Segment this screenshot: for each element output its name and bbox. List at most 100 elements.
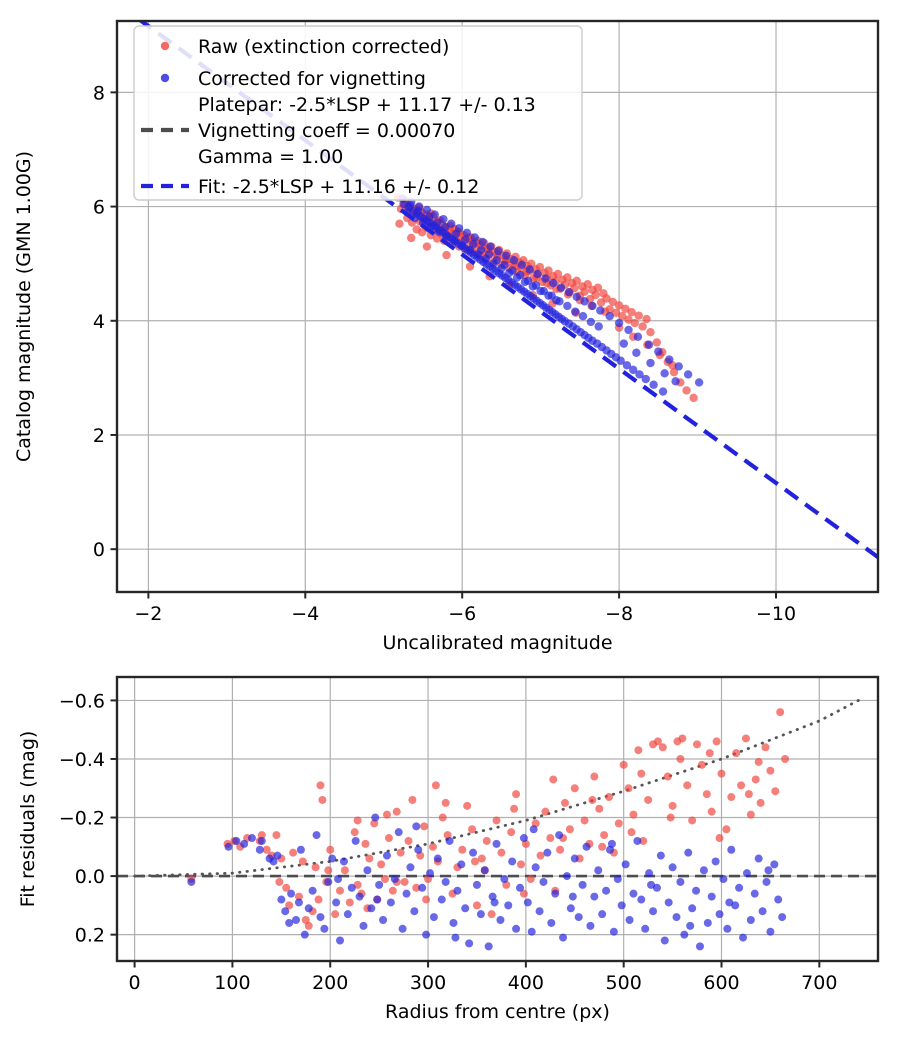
- data-point: [359, 921, 368, 930]
- data-point: [345, 898, 354, 907]
- data-point: [406, 863, 415, 872]
- data-point: [723, 924, 732, 933]
- data-point: [442, 250, 451, 260]
- data-point: [431, 781, 440, 790]
- data-point: [353, 816, 362, 825]
- data-point: [607, 839, 616, 848]
- axes-fit-residuals: 0 100 200 300 400 500 600 700 0.2 0.0 −0.2 −0.4 −0.6…: [17, 675, 880, 1023]
- data-point: [350, 828, 359, 837]
- data-point: [412, 883, 421, 892]
- data-point: [449, 918, 458, 927]
- data-point: [658, 743, 667, 752]
- data-point: [562, 872, 571, 881]
- data-point: [461, 904, 470, 913]
- data-point: [543, 848, 552, 857]
- data-point: [247, 834, 256, 843]
- data-point: [512, 790, 521, 799]
- data-point: [285, 901, 294, 910]
- data-point: [382, 810, 391, 819]
- data-point: [637, 895, 646, 904]
- data-point: [285, 918, 294, 927]
- data-point: [407, 233, 416, 243]
- data-point: [482, 836, 491, 845]
- data-point: [596, 306, 605, 315]
- data-point: [469, 848, 478, 857]
- data-point: [465, 939, 474, 948]
- data-point: [598, 910, 607, 919]
- ytick-label: 2: [93, 425, 105, 447]
- axes-frame-fit-residuals: [115, 675, 880, 963]
- data-point: [390, 875, 399, 884]
- data-point: [508, 266, 517, 275]
- data-point: [470, 233, 479, 242]
- data-point: [761, 743, 770, 752]
- data-point: [555, 297, 564, 306]
- data-point: [365, 854, 374, 863]
- data-point: [570, 854, 579, 863]
- data-point: [324, 866, 333, 875]
- data-point: [343, 910, 352, 919]
- data-point: [619, 339, 629, 348]
- data-point: [641, 374, 650, 384]
- legend-marker-dot: [160, 41, 170, 51]
- xtick-label: −2: [134, 603, 162, 625]
- data-point: [535, 262, 545, 272]
- data-point: [523, 276, 533, 285]
- data-point: [501, 251, 511, 260]
- data-point: [334, 875, 343, 884]
- data-point: [676, 877, 685, 886]
- data-point: [476, 245, 486, 255]
- ytick-label: 0: [93, 539, 105, 561]
- data-point: [656, 851, 665, 860]
- data-point: [566, 904, 575, 913]
- data-point: [458, 845, 467, 854]
- data-point: [613, 875, 622, 884]
- data-point: [508, 857, 517, 866]
- data-point: [533, 269, 542, 279]
- data-point: [439, 214, 448, 224]
- data-point: [273, 851, 282, 860]
- ytick-label: 6: [93, 197, 105, 219]
- yaxis-label: Catalog magnitude (GMN 1.00G): [13, 151, 35, 462]
- data-point: [762, 877, 771, 886]
- data-point: [289, 848, 298, 857]
- data-point: [624, 325, 633, 335]
- data-point: [776, 708, 785, 717]
- data-point: [609, 927, 618, 936]
- data-point: [418, 883, 427, 892]
- data-point: [486, 242, 495, 251]
- data-point: [422, 930, 431, 939]
- data-point: [695, 942, 704, 951]
- data-point: [781, 754, 790, 763]
- data-point: [287, 889, 296, 898]
- data-point: [693, 740, 702, 749]
- data-point: [546, 834, 555, 843]
- data-point: [614, 819, 623, 828]
- data-point: [635, 370, 644, 379]
- data-point: [688, 904, 697, 913]
- data-point: [316, 781, 325, 790]
- data-point: [331, 910, 340, 919]
- data-point: [320, 924, 329, 933]
- data-point: [324, 877, 333, 886]
- data-point: [707, 807, 716, 816]
- data-point: [516, 270, 525, 280]
- legend-marker-dot: [160, 73, 170, 83]
- data-point: [404, 836, 413, 845]
- data-point: [559, 933, 568, 942]
- data-point: [715, 910, 724, 919]
- legend-label: Gamma = 1.00: [198, 146, 343, 168]
- data-point: [572, 276, 581, 285]
- data-point: [526, 875, 535, 884]
- data-point: [676, 754, 685, 763]
- data-point: [682, 386, 691, 395]
- data-point: [712, 737, 721, 746]
- data-point: [478, 237, 487, 247]
- data-point: [727, 845, 736, 854]
- data-point: [422, 895, 431, 904]
- data-point: [722, 825, 731, 834]
- data-point: [497, 848, 506, 857]
- data-point: [641, 924, 650, 933]
- data-point: [422, 205, 432, 215]
